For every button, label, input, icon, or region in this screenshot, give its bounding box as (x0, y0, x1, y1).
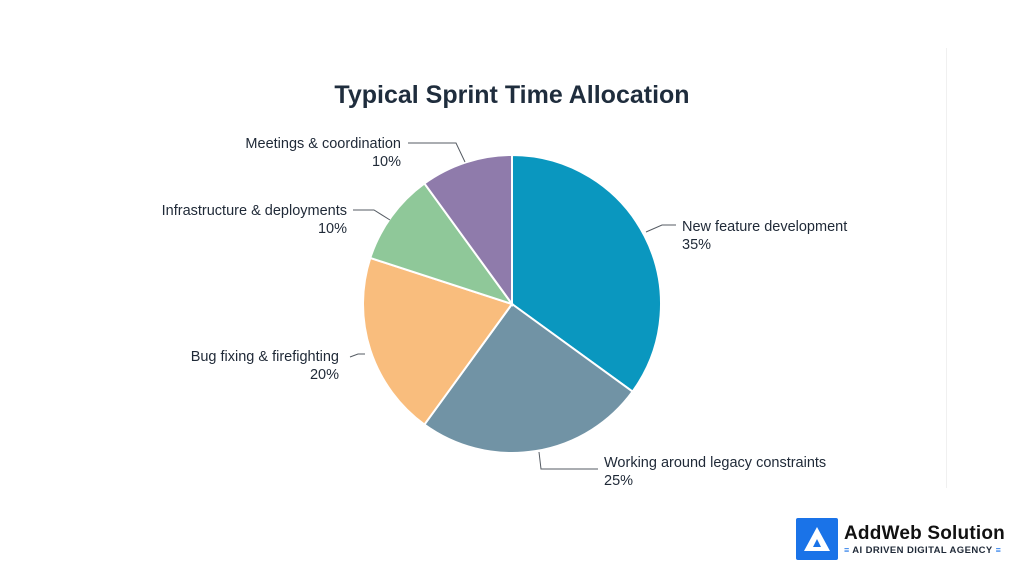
slice-label: Meetings & coordination (245, 136, 401, 152)
slice-value-label: 20% (310, 367, 339, 383)
speed-lines-icon: ≡ (995, 545, 1001, 555)
pie-slice (362, 256, 514, 426)
divider-line (946, 48, 947, 488)
leader-line (645, 224, 676, 233)
leader-lines (349, 142, 676, 470)
slice-label: Infrastructure & deployments (162, 203, 347, 219)
leader-line (353, 209, 391, 221)
leader-line (538, 451, 598, 470)
pie-slices (362, 153, 662, 454)
logo-name: AddWeb Solution (844, 522, 1005, 544)
logo-tagline: AI DRIVEN DIGITAL AGENCY (852, 544, 993, 556)
pie-slice (423, 153, 513, 308)
slice-labels: New feature development 35% Working around… (162, 136, 848, 489)
leader-line (349, 353, 365, 358)
pie-slice (423, 302, 634, 454)
slice-label: New feature development (682, 219, 847, 235)
pie-slice (511, 153, 662, 393)
slice-label: Bug fixing & firefighting (191, 349, 339, 365)
slice-label: Working around legacy constraints (604, 455, 826, 471)
leader-line (408, 142, 466, 163)
slice-value-label: 10% (318, 221, 347, 237)
chart-title: Typical Sprint Time Allocation (334, 81, 689, 109)
slice-value-label: 10% (372, 154, 401, 170)
speed-lines-icon: ≡ (844, 545, 850, 555)
addweb-logo-icon (796, 518, 838, 560)
pie-slice (369, 182, 515, 306)
slice-value-label: 25% (604, 473, 633, 489)
company-logo: AddWeb Solution ≡ AI DRIVEN DIGITAL AGEN… (796, 517, 1005, 561)
slice-value-label: 35% (682, 237, 711, 253)
